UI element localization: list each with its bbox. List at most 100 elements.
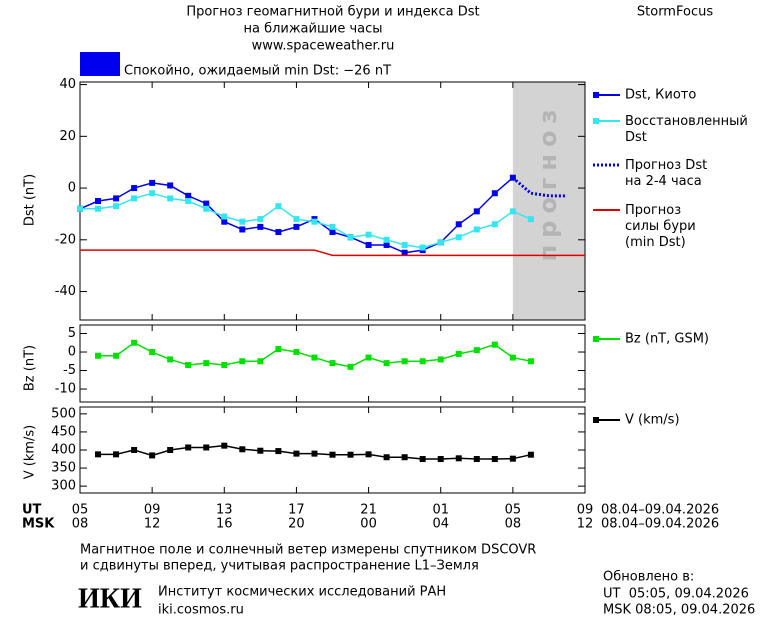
- data-point: [131, 447, 138, 453]
- data-point: [491, 456, 498, 463]
- data-point: [275, 448, 282, 455]
- data-point: [473, 347, 480, 354]
- y-tick-label: 20: [59, 129, 76, 144]
- data-point: [203, 200, 210, 207]
- data-point: [491, 341, 498, 348]
- y-tick-label: 300: [51, 479, 76, 494]
- data-point: [131, 339, 138, 346]
- data-point: [329, 360, 336, 367]
- legend-label: Dst, Киото: [625, 88, 696, 103]
- x-tick-label: 09: [577, 503, 594, 518]
- updated-ut: UT 05:05, 09.04.2026: [603, 587, 749, 602]
- legend-label: Прогноз силы бури (min Dst): [625, 203, 696, 250]
- plot-frame: [79, 324, 586, 403]
- data-point: [419, 358, 426, 365]
- brand: StormFocus: [637, 5, 713, 20]
- footer-note: Магнитное поле и солнечный ветер измерен…: [80, 543, 536, 558]
- data-point: [455, 221, 462, 228]
- updated-msk: MSK 08:05, 09.04.2026: [603, 603, 755, 618]
- forecast-band: [512, 82, 585, 320]
- institute: Институт космических исследований РАН: [158, 585, 446, 600]
- data-point: [293, 450, 300, 457]
- data-point: [149, 349, 156, 356]
- data-point: [329, 451, 336, 458]
- x2-tick-label: 08: [505, 517, 522, 532]
- x-tick-label: 21: [360, 503, 377, 518]
- data-point: [149, 452, 156, 459]
- data-point: [185, 444, 192, 451]
- data-point: [383, 241, 390, 248]
- data-point: [401, 454, 408, 461]
- data-point: [131, 195, 138, 202]
- y-axis-label: Bz (nT): [23, 345, 38, 391]
- data-point: [239, 358, 246, 365]
- data-point: [293, 216, 300, 223]
- data-point: [473, 456, 480, 463]
- source-url: www.spaceweather.ru: [252, 39, 395, 54]
- plot-frame: [79, 81, 586, 321]
- data-point: [167, 356, 174, 363]
- data-point: [347, 234, 354, 241]
- data-point: [527, 451, 534, 458]
- data-point: [131, 185, 138, 192]
- data-point: [221, 218, 228, 225]
- logo: ИКИ: [78, 583, 142, 614]
- data-point: [383, 454, 390, 461]
- y-tick-label: -40: [55, 284, 76, 299]
- data-point: [491, 190, 498, 197]
- status-text: Спокойно, ожидаемый min Dst: −26 nT: [124, 64, 391, 79]
- chart-subtitle: на ближайшие часы: [243, 22, 382, 37]
- data-point: [473, 226, 480, 233]
- data-point: [185, 361, 192, 368]
- data-point: [149, 190, 156, 197]
- x2-tick-label: 12: [577, 517, 594, 532]
- data-point: [455, 350, 462, 357]
- data-point: [221, 213, 228, 220]
- legend-label: Прогноз Dst на 2-4 часа: [625, 158, 707, 189]
- data-point: [509, 354, 516, 361]
- data-line: [79, 177, 514, 254]
- data-point: [113, 451, 120, 458]
- data-point: [257, 358, 264, 365]
- data-point: [401, 241, 408, 248]
- x2-tick-label: 04: [432, 517, 449, 532]
- data-point: [113, 352, 120, 359]
- data-point: [347, 363, 354, 370]
- date-range: 08.04–09.04.2026: [601, 517, 719, 532]
- data-point: [527, 216, 534, 223]
- status-swatch: [80, 52, 120, 76]
- data-point: [203, 205, 210, 212]
- data-point: [455, 234, 462, 241]
- y-tick-label: -5: [63, 363, 76, 378]
- data-point: [95, 198, 102, 204]
- data-point: [167, 182, 174, 189]
- data-point: [95, 205, 102, 212]
- updated-label: Обновлено в:: [603, 570, 694, 585]
- data-point: [275, 203, 282, 210]
- x-tick-label: 13: [216, 503, 233, 518]
- data-point: [329, 223, 336, 230]
- data-point: [185, 192, 192, 199]
- data-point: [275, 346, 282, 353]
- legend-marker: [593, 336, 599, 342]
- data-point: [437, 456, 444, 463]
- data-line: [80, 249, 585, 257]
- data-point: [113, 203, 120, 210]
- data-point: [509, 208, 516, 215]
- plot-frame: [79, 406, 586, 494]
- data-point: [221, 442, 228, 449]
- legend-label: V (km/s): [625, 413, 680, 428]
- data-point: [221, 361, 228, 368]
- chart-title: Прогноз геомагнитной бури и индекса Dst: [186, 5, 479, 20]
- data-point: [95, 451, 102, 458]
- legend-label: Восстановленный Dst: [625, 114, 748, 145]
- x2-tick-label: 16: [216, 517, 233, 532]
- data-point: [239, 226, 246, 233]
- data-point: [401, 249, 408, 256]
- data-point: [347, 451, 354, 458]
- data-point: [113, 195, 120, 202]
- data-point: [311, 450, 318, 457]
- legend-marker: [593, 92, 599, 98]
- data-line: [80, 192, 532, 249]
